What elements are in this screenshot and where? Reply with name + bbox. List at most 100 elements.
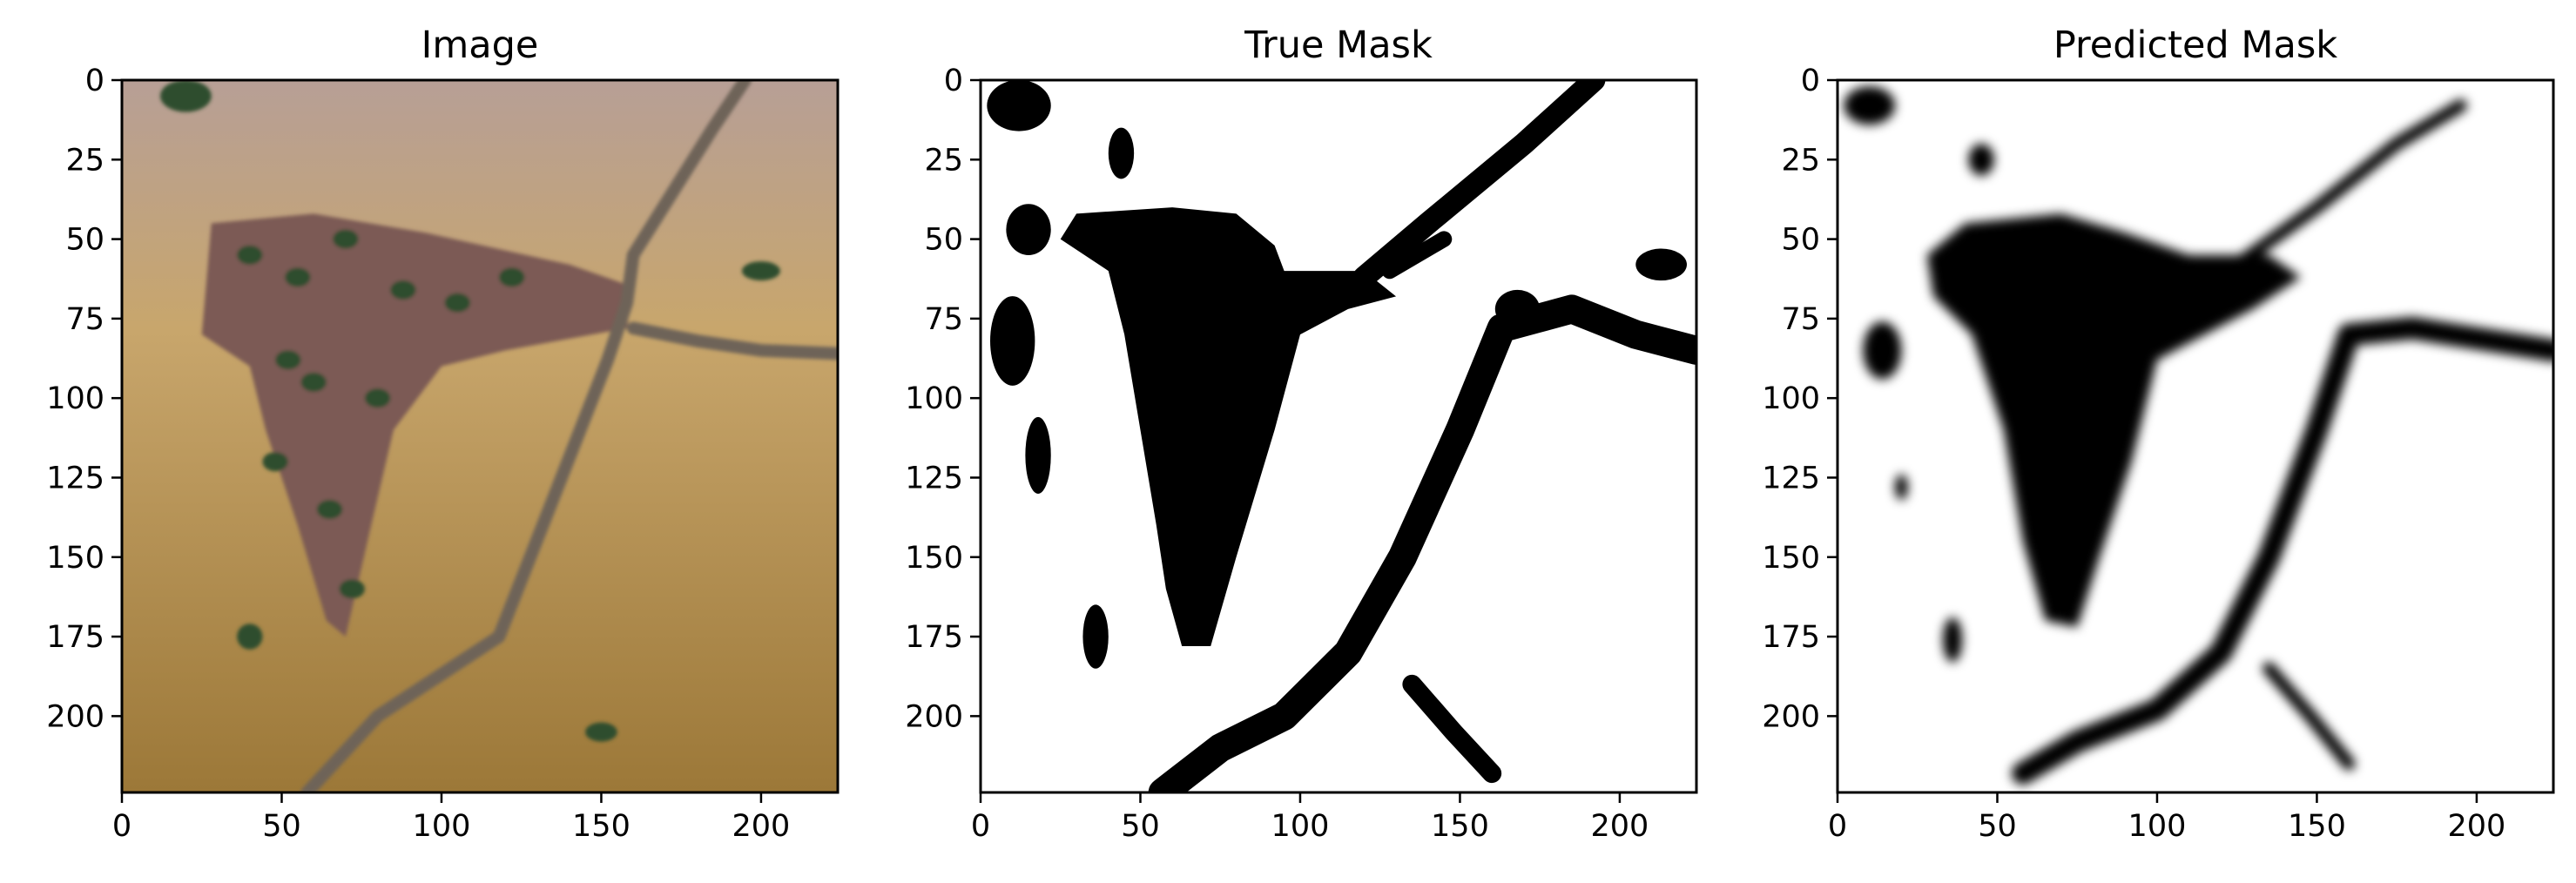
region-islet <box>741 261 780 281</box>
region-trees <box>444 293 470 313</box>
axes-frame <box>120 78 840 794</box>
x-tick-label: 200 <box>732 809 791 844</box>
y-tick-label: 125 <box>46 461 105 495</box>
y-tick-label: 0 <box>944 64 963 98</box>
region-trees <box>262 452 288 472</box>
y-tick-label: 25 <box>924 143 963 178</box>
region-blob <box>1494 289 1541 328</box>
region-trees <box>275 350 301 370</box>
y-tick-label: 75 <box>65 302 105 337</box>
x-tick-label: 150 <box>2288 809 2346 844</box>
plot-area <box>122 80 838 792</box>
x-tick-label: 0 <box>1828 809 1847 844</box>
plot-area <box>981 80 1696 792</box>
panel-title: Predicted Mask <box>2053 24 2337 67</box>
region-trees <box>285 267 311 287</box>
x-axis: 0 50 100 150 200 <box>1828 792 2505 844</box>
y-tick-label: 0 <box>1801 64 1820 98</box>
region-road-north <box>1352 80 1606 289</box>
region-stripe <box>2262 662 2356 771</box>
region-blob <box>1895 474 1908 501</box>
y-tick-label: 75 <box>924 302 963 337</box>
y-tick-label: 75 <box>1781 302 1820 337</box>
region-stripe <box>1402 674 1502 784</box>
x-tick-label: 150 <box>1431 809 1489 844</box>
y-tick-label: 200 <box>905 699 963 734</box>
y-tick-label: 50 <box>1781 223 1820 258</box>
y-tick-label: 150 <box>1762 541 1820 576</box>
region-town <box>201 213 634 637</box>
image-content <box>1844 86 2553 785</box>
y-tick-label: 0 <box>85 64 105 98</box>
region-trees <box>390 280 416 300</box>
region-town <box>1060 207 1397 647</box>
image-content <box>987 80 1696 792</box>
region-trees <box>333 229 359 249</box>
region-islet <box>585 722 617 742</box>
region-blob <box>1082 604 1109 669</box>
x-axis: 0 50 100 150 200 <box>971 792 1649 844</box>
region-trees <box>237 245 263 265</box>
region-blob <box>987 80 1051 131</box>
x-axis: 0 50 100 150 200 <box>112 792 790 844</box>
region-trees <box>300 372 327 392</box>
region-road-east <box>626 321 838 361</box>
region-blob <box>1863 321 1902 380</box>
plot-area <box>1838 80 2553 792</box>
region-road <box>1148 294 1696 792</box>
image-background <box>981 80 1696 792</box>
region-road <box>2011 316 2553 785</box>
region-trees <box>364 388 391 408</box>
y-tick-label: 200 <box>1762 699 1820 734</box>
x-tick-label: 100 <box>2128 809 2187 844</box>
x-tick-label: 200 <box>1591 809 1649 844</box>
panel-title: True Mask <box>1244 24 1433 67</box>
x-tick-label: 50 <box>1978 809 2017 844</box>
region-islet <box>237 623 263 650</box>
y-axis: 0 25 50 75 100 125 150 175 200 <box>905 64 981 734</box>
y-axis: 0 25 50 75 100 125 150 175 200 <box>46 64 122 734</box>
region-town <box>1926 213 2302 628</box>
region-blob <box>1968 143 1994 176</box>
region-branch <box>1381 231 1453 280</box>
region-road <box>300 80 752 792</box>
y-tick-label: 150 <box>46 541 105 576</box>
region-blob <box>990 296 1035 386</box>
region-road-north <box>2230 98 2467 272</box>
y-tick-label: 25 <box>1781 143 1820 178</box>
region-trees <box>499 267 525 287</box>
region-blob <box>1844 86 1896 125</box>
x-tick-label: 50 <box>262 809 301 844</box>
x-tick-label: 100 <box>413 809 471 844</box>
y-tick-label: 175 <box>46 620 105 655</box>
x-tick-label: 0 <box>971 809 990 844</box>
y-tick-label: 175 <box>905 620 963 655</box>
image-background <box>122 80 838 792</box>
region-blob <box>1006 204 1051 255</box>
y-tick-label: 100 <box>1762 381 1820 416</box>
x-tick-label: 0 <box>112 809 131 844</box>
panel-predicted-mask: Predicted Mask 0 50 100 150 200 0 25 50 75 100 12… <box>1762 24 2555 844</box>
y-tick-label: 100 <box>46 381 105 416</box>
panel-image: Image 0 50 100 150 200 0 25 50 75 100 125 150 175 20… <box>46 24 840 844</box>
y-tick-label: 125 <box>1762 461 1820 495</box>
image-content <box>160 80 838 792</box>
axes-frame <box>979 78 1698 794</box>
region-blob <box>1943 617 1963 663</box>
x-tick-label: 50 <box>1121 809 1160 844</box>
region-blob <box>1108 127 1135 179</box>
panel-title: Image <box>421 24 539 67</box>
axes-frame <box>1836 78 2555 794</box>
region-blob <box>1635 248 1687 281</box>
y-tick-label: 25 <box>65 143 105 178</box>
y-tick-label: 150 <box>905 541 963 576</box>
region-trees <box>316 499 343 520</box>
panel-true-mask: True Mask 0 50 100 150 200 0 25 50 75 100 125 150 1… <box>905 24 1698 844</box>
x-tick-label: 200 <box>2448 809 2506 844</box>
y-tick-label: 200 <box>46 699 105 734</box>
y-tick-label: 175 <box>1762 620 1820 655</box>
y-tick-label: 50 <box>65 223 105 258</box>
y-tick-label: 50 <box>924 223 963 258</box>
region-islet <box>160 80 212 112</box>
